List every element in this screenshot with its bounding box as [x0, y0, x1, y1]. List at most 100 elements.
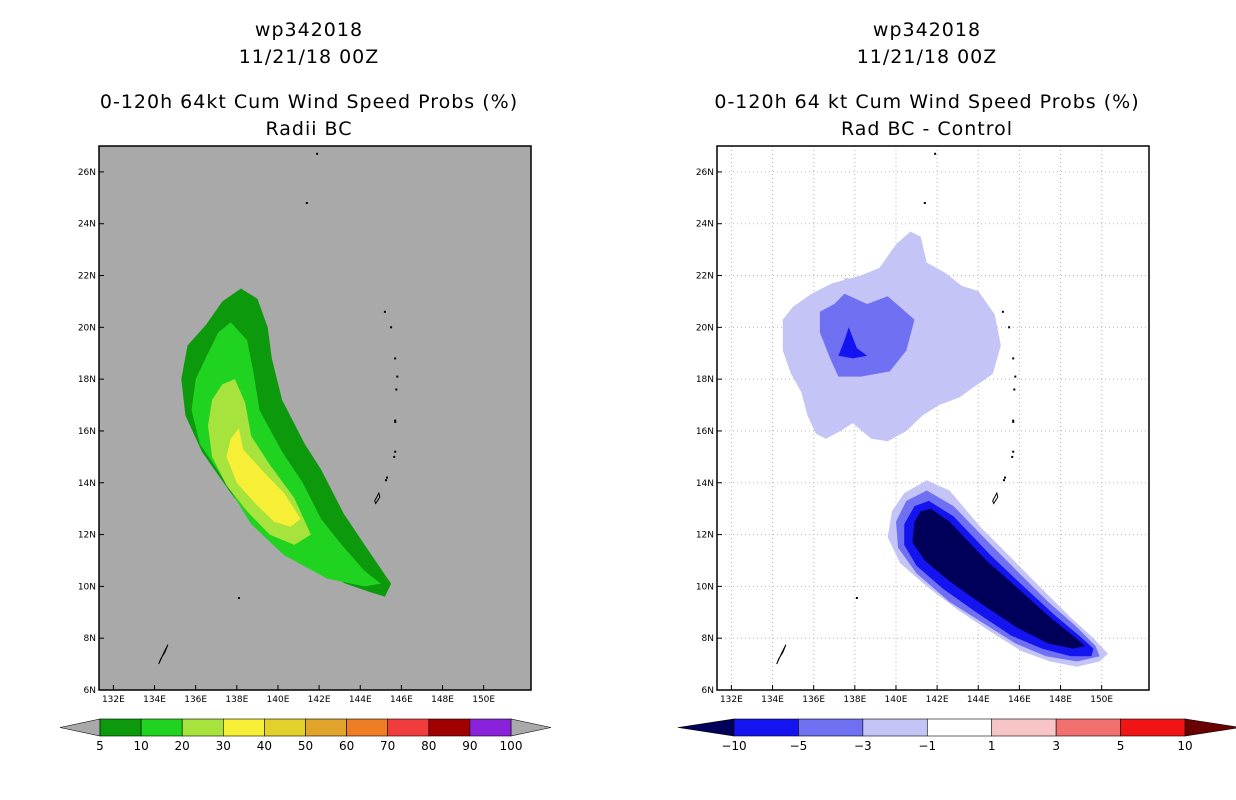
island-dot	[1012, 357, 1015, 360]
colorbar-arrow-right	[510, 718, 552, 737]
colorbar-label: 100	[500, 739, 523, 753]
island-dot	[1012, 420, 1015, 423]
plot-background	[99, 146, 531, 690]
island-dot	[393, 455, 396, 458]
contour-level-minus5	[838, 327, 868, 359]
chart-title-variant: Radii BC	[265, 118, 353, 140]
y-tick-label: 24N	[78, 220, 96, 230]
island-dot	[1011, 455, 1014, 458]
y-tick-label: 22N	[78, 272, 96, 282]
right-chart-panel: wp342018 11/21/18 00Z 0-120h 64 kt Cum W…	[618, 0, 1236, 800]
colorbar: 5 10 20 30 40 50 60 70 80 90 100	[59, 718, 552, 753]
island-dot	[934, 152, 937, 155]
colorbar-swatch	[346, 718, 389, 737]
contour-level-30	[226, 428, 301, 527]
x-tick-label: 136E	[802, 695, 825, 705]
x-tick-label: 148E	[1049, 695, 1072, 705]
y-tick-label: 24N	[696, 220, 714, 230]
colorbar-label: 40	[257, 739, 272, 753]
x-tick-label: 150E	[1090, 695, 1113, 705]
x-tick-label: 146E	[1008, 695, 1031, 705]
chart-title-storm: wp342018	[254, 19, 364, 41]
colorbar-label: 30	[216, 739, 231, 753]
colorbar-arrow-right	[1184, 718, 1236, 737]
island-dot	[1008, 326, 1011, 329]
x-tick-label: 132E	[720, 695, 743, 705]
island-dot	[1012, 450, 1015, 453]
island-dot	[386, 476, 388, 479]
y-tick-label: 26N	[696, 168, 714, 178]
colorbar-label: 70	[380, 739, 395, 753]
colorbar-label: −10	[721, 739, 746, 753]
chart-title-variant: Rad BC - Control	[840, 118, 1014, 140]
left-map-plot: 132E 134E 136E 138E 140E 142E 144E 146E 148E 150E…	[59, 145, 552, 753]
x-tick-label: 138E	[843, 695, 866, 705]
y-tick-label: 6N	[702, 686, 714, 696]
island-coastline	[776, 644, 787, 665]
plot-background	[717, 146, 1149, 690]
chart-title-product: 0-120h 64kt Cum Wind Speed Probs (%)	[99, 91, 519, 113]
island-dot	[383, 310, 386, 313]
island-dot	[923, 202, 926, 204]
island-dot	[1004, 476, 1006, 479]
colorbar-label: 3	[1052, 739, 1060, 753]
y-tick-label: 16N	[78, 427, 96, 437]
y-tick-label: 22N	[696, 272, 714, 282]
colorbar-label: 20	[175, 739, 190, 753]
x-tick-label: 138E	[225, 695, 248, 705]
y-tick-label: 14N	[696, 479, 714, 489]
colorbar-label: 5	[1117, 739, 1125, 753]
x-tick-label: 142E	[308, 695, 331, 705]
x-tick-label: 144E	[349, 695, 372, 705]
y-tick-label: 8N	[702, 634, 714, 644]
colorbar-swatch	[181, 718, 224, 737]
colorbar-swatch	[1120, 718, 1186, 737]
island-dot	[390, 326, 393, 329]
x-tick-label: 142E	[926, 695, 949, 705]
colorbar-label: 90	[462, 739, 477, 753]
island-dot	[305, 202, 308, 204]
island-coastline	[992, 491, 999, 505]
colorbar-swatch	[140, 718, 183, 737]
island-dot	[394, 420, 397, 423]
x-tick-label: 140E	[885, 695, 908, 705]
island-dot	[385, 479, 387, 482]
colorbar-swatch	[99, 718, 142, 737]
island-dot	[237, 597, 240, 599]
colorbar-swatch	[264, 718, 306, 737]
contour-level-minus1	[842, 278, 849, 289]
colorbar-label: 5	[96, 739, 104, 753]
y-tick-label: 26N	[78, 168, 96, 178]
island-dot	[1003, 479, 1005, 482]
colorbar-label: −1	[918, 739, 936, 753]
island-dot	[316, 152, 319, 155]
x-tick-label: 134E	[143, 695, 166, 705]
x-tick-label: 132E	[102, 695, 125, 705]
colorbar-swatch	[428, 718, 471, 737]
colorbar-label: −5	[790, 739, 808, 753]
colorbar-label: 50	[298, 739, 313, 753]
y-tick-label: 12N	[696, 531, 714, 541]
colorbar-swatch	[469, 718, 512, 737]
colorbar-swatch	[387, 718, 430, 737]
colorbar-swatch	[798, 718, 864, 737]
y-tick-label: 18N	[78, 375, 96, 385]
y-tick-label: 12N	[78, 531, 96, 541]
y-tick-label: 10N	[78, 582, 96, 592]
y-tick-label: 10N	[696, 582, 714, 592]
island-coastline	[374, 491, 381, 505]
island-dot	[1012, 419, 1015, 422]
island-dot	[394, 450, 397, 453]
island-dot	[1001, 310, 1004, 313]
colorbar-swatch	[1055, 718, 1121, 737]
island-dot	[855, 597, 858, 599]
plot-frame	[716, 145, 1150, 691]
chart-title-storm: wp342018	[872, 19, 982, 41]
x-tick-label: 144E	[967, 695, 990, 705]
right-map-plot: 132E 134E 136E 138E 140E 142E 144E 146E 148E 150E…	[677, 145, 1236, 753]
island-dot	[394, 419, 397, 422]
colorbar-label: 10	[133, 739, 148, 753]
y-tick-label: 20N	[78, 323, 96, 333]
colorbar-swatch	[305, 718, 347, 737]
island-dot	[1013, 388, 1016, 391]
